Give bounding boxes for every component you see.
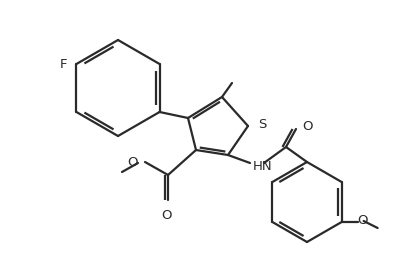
Text: S: S [258,117,266,130]
Text: O: O [161,209,171,222]
Text: O: O [128,157,138,169]
Text: O: O [358,215,368,228]
Text: F: F [60,57,67,70]
Text: HN: HN [253,159,273,173]
Text: O: O [302,121,313,133]
